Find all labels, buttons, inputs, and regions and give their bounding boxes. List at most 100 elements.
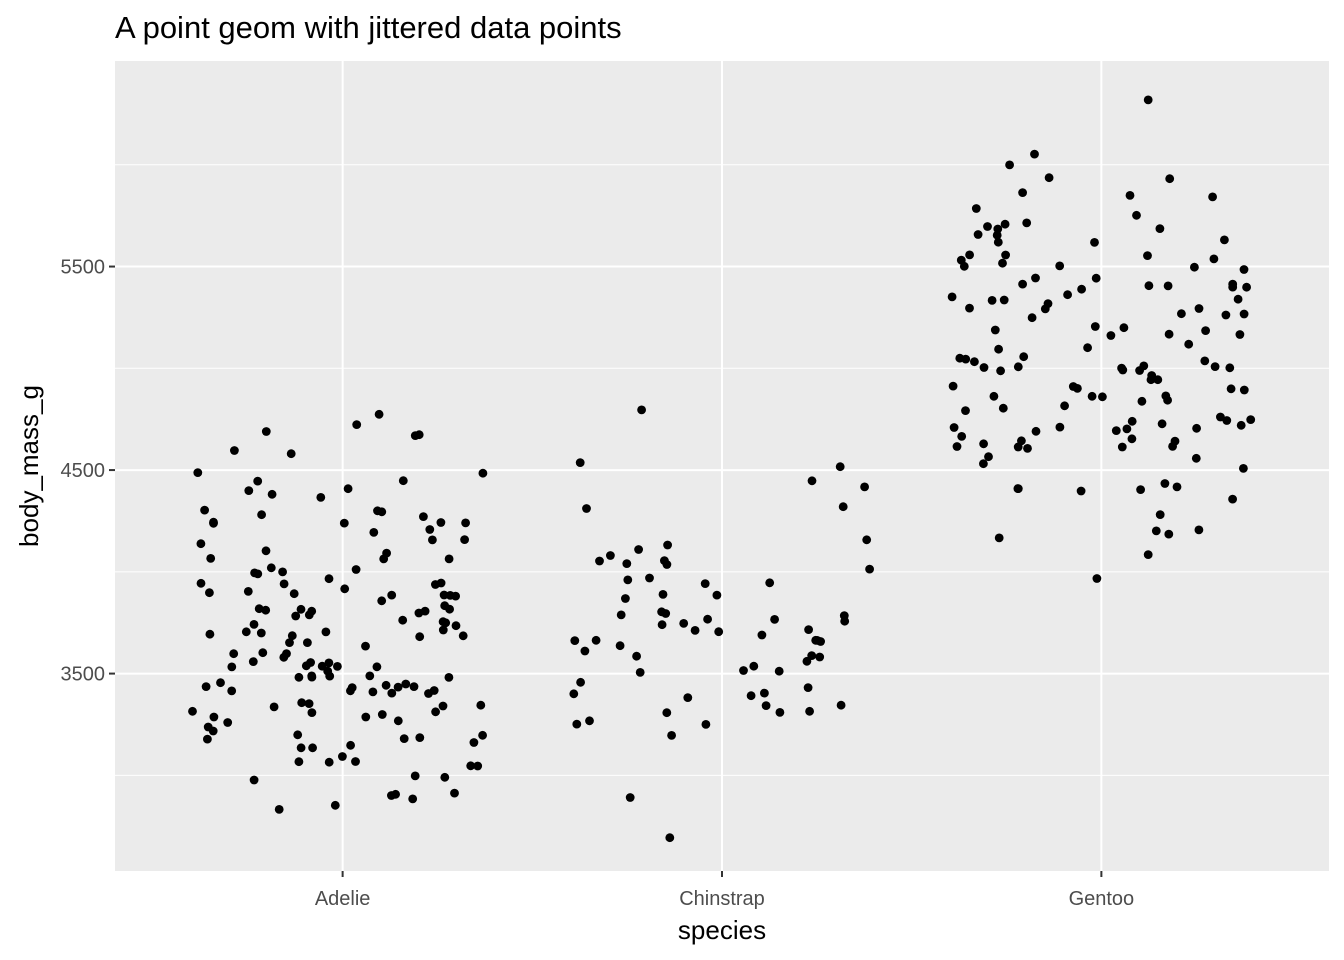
data-point [865,564,874,574]
data-point [269,702,279,712]
data-point [993,237,1003,247]
data-point [374,409,384,419]
data-point [971,204,981,213]
data-point [1005,160,1014,170]
data-point [606,551,615,560]
data-point [1172,482,1182,492]
data-point [839,611,849,620]
data-point [616,610,626,620]
data-point [387,688,397,698]
data-point [352,420,362,429]
data-point [209,517,218,527]
data-point [415,632,425,642]
y-axis-title: body_mass_g [14,385,44,547]
y-axis: 3500 4500 5500 [61,257,115,686]
data-point [984,452,993,462]
data-point [570,636,580,645]
data-point [296,743,306,753]
data-point [815,652,825,662]
data-point [296,604,306,614]
data-point [690,626,700,635]
data-point [381,680,391,690]
data-point [445,591,455,600]
data-point [746,691,756,701]
data-point [387,590,397,600]
data-point [1031,426,1041,436]
data-point [253,476,263,486]
data-point [662,708,672,718]
data-point [286,449,296,459]
data-point [657,620,667,630]
data-point [580,646,590,656]
data-point [703,614,712,624]
data-point [765,578,775,588]
data-point [278,567,287,577]
data-point [321,627,331,637]
data-point [1177,309,1186,319]
data-point [469,738,479,747]
data-point [1117,363,1126,373]
data-point [1155,510,1165,519]
data-point [749,661,759,671]
data-point [1160,479,1170,488]
data-point [203,734,212,744]
data-point [965,250,974,260]
data-point [1184,339,1194,349]
data-point [410,771,420,781]
data-point [862,535,872,545]
data-point [333,662,342,671]
data-point [1013,484,1023,493]
data-point [714,627,724,637]
data-point [1168,442,1177,451]
data-point [391,789,400,799]
data-point [294,757,304,767]
data-point [250,568,259,578]
data-point [1017,436,1026,446]
data-point [1151,526,1161,536]
y-tick-label: 4500 [61,460,106,482]
data-point [1137,396,1147,406]
major-gridlines [115,61,1329,871]
data-point [575,458,585,467]
data-point [450,788,459,798]
data-point [959,261,969,271]
data-point [1135,366,1144,375]
data-point [1226,384,1236,394]
data-point [436,518,446,527]
data-point [261,427,271,436]
data-point [615,641,625,651]
data-point [398,615,408,625]
data-point [415,733,425,742]
data-point [196,539,206,549]
data-point [1013,362,1023,372]
data-point [229,649,239,659]
data-point [261,546,271,556]
data-point [774,666,784,676]
data-point [361,712,371,722]
data-point [1235,330,1245,339]
data-point [1031,273,1040,283]
data-point [1228,494,1237,504]
data-point [478,468,488,478]
data-point [1001,250,1010,260]
y-tick-label: 3500 [61,664,106,686]
data-point [965,303,974,313]
data-point [683,693,693,702]
data-point [585,716,594,726]
data-point [200,505,210,515]
data-point [948,381,958,391]
data-point [1157,419,1167,429]
chart-title: A point geom with jittered data points [115,10,622,45]
data-point [431,707,440,717]
data-point [1018,279,1027,289]
data-point [582,504,591,513]
data-point [420,606,430,616]
data-point [461,518,470,528]
data-point [249,775,259,785]
data-point [667,731,676,740]
data-point [208,726,218,736]
data-point [1098,392,1107,402]
data-point [444,554,454,564]
data-point [595,556,604,566]
